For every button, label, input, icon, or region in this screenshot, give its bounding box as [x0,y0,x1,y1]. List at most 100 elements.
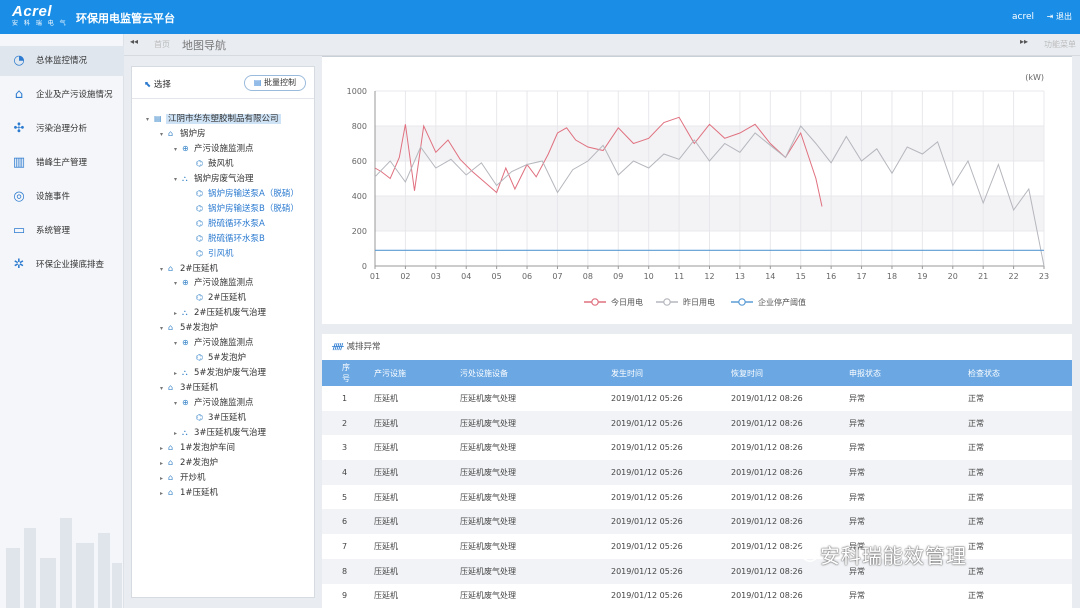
tree-node-label: 产污设施监测点 [194,143,254,154]
tree-node[interactable]: ⌬ 脱硫循环水泵B [188,231,265,246]
tree-toggle-icon[interactable]: ▸ [160,489,164,497]
table-cell: 2019/01/12 08:26 [731,393,803,403]
x-tick-label: 12 [704,272,714,281]
x-tick-label: 21 [978,272,988,281]
table-row[interactable]: 8 压延机 压延机废气处理 2019/01/12 05:26 2019/01/12 08… [322,558,1072,584]
tree-node[interactable]: ▾ ⊕ 产污设施监测点 [174,335,254,350]
x-tick-label: 19 [917,272,927,281]
tree-toggle-icon[interactable]: ▾ [160,265,164,273]
tree-toggle-icon[interactable]: ▾ [160,130,164,138]
tree-toggle-icon[interactable]: ▾ [174,175,178,183]
tree-node[interactable]: ▸ ⌂ 1#发泡炉车间 [160,440,235,455]
table-row[interactable]: 3 压延机 压延机废气处理 2019/01/12 05:26 2019/01/12 08… [322,435,1072,460]
sidebar-item-4[interactable]: ▥ 错峰生产管理 [0,148,124,178]
tree-toggle-icon[interactable]: ▸ [160,444,164,452]
table-row[interactable]: 2 压延机 压延机废气处理 2019/01/12 05:26 2019/01/12 08… [322,410,1072,436]
building-icon: ⌂ [168,263,174,273]
tree-node-label: 锅炉房 [180,128,206,139]
tab-map-navigation[interactable]: 地图导航 [182,39,226,52]
column-header: 发生时间 [591,360,711,386]
tree-node[interactable]: ▾ ⊕ 产污设施监测点 [174,275,254,290]
table-row[interactable]: 1 压延机 压延机废气处理 2019/01/12 05:26 2019/01/12 08… [322,386,1072,411]
table-row[interactable]: 7 压延机 压延机废气处理 2019/01/12 05:26 2019/01/12 08… [322,534,1072,559]
building-icon: ⌂ [168,457,174,467]
tree-node[interactable]: ▸ ⌂ 1#压延机 [160,485,218,500]
tab-home[interactable]: 首页 [154,40,170,49]
tree-node[interactable]: ⌬ 引风机 [188,246,234,261]
tree-node[interactable]: ⌬ 5#发泡炉 [188,350,246,365]
sidebar-item-7[interactable]: ✲ 环保企业摸底排查 [0,250,124,280]
tree-node-label: 2#压延机废气治理 [194,308,267,319]
batch-control-label: 批量控制 [264,78,296,87]
sidebar-item-2[interactable]: ⌂ 企业及产污设施情况 [0,80,124,110]
sidebar-item-1[interactable]: ◔ 总体监控情况 [0,46,124,76]
tree-toggle-icon[interactable]: ▸ [174,429,178,437]
tree-toggle-icon[interactable]: ▾ [174,340,178,348]
column-header: 污处设施设备 [440,360,591,386]
dashboard-icon: ◔ [13,53,25,68]
tree-node-label: 1#发泡炉车间 [180,442,236,453]
tree-node[interactable]: ▸ ⌂ 2#发泡炉 [160,455,218,470]
settings-icon: ✲ [13,257,25,272]
sidebar-item-6[interactable]: ▭ 系统管理 [0,216,124,246]
table-cell: 压延机废气处理 [440,460,591,485]
legend-label: 昨日用电 [683,297,715,307]
tree-node[interactable]: ⌬ 脱硫循环水泵A [188,216,265,231]
tree-toggle-icon[interactable]: ▾ [160,325,164,333]
tree-node[interactable]: ⌬ 锅炉房输送泵B（脱硝） [188,201,299,216]
tree-node-label: 锅炉房输送泵B（脱硝） [208,203,299,214]
table-cell: 压延机废气处理 [440,558,591,584]
tree-node[interactable]: ▸ ⛬ 2#压延机废气治理 [174,305,266,320]
logout-button[interactable]: ⇥ 退出 [1047,11,1072,22]
x-tick-label: 16 [826,272,836,281]
tree-node[interactable]: ▸ ⛬ 3#压延机废气治理 [174,425,266,440]
sidebar-item-5[interactable]: ◎ 设施事件 [0,182,124,212]
tree-toggle-icon[interactable]: ▾ [174,280,178,288]
tree-node[interactable]: ▾ ▤ 江阴市华东塑胶制品有限公司 [146,111,281,126]
tree-node[interactable]: ▾ ⌂ 3#压延机 [160,380,218,395]
table-cell: 压延机 [354,558,440,584]
tree-node[interactable]: ▾ ⛬ 锅炉房废气治理 [174,171,254,186]
tab-scroll-left-icon[interactable]: ◂◂ [130,37,139,46]
tree-node[interactable]: ▸ ⌂ 开炒机 [160,470,206,485]
table-cell: 2019/01/12 08:26 [711,460,829,485]
tree-node[interactable]: ▾ ⊕ 产污设施监测点 [174,395,254,410]
tree-node[interactable]: ▾ ⌂ 锅炉房 [160,126,206,141]
tree-header: ⬉ 选择 ▤ 批量控制 [132,67,314,99]
tree-toggle-icon[interactable]: ▸ [160,474,164,482]
tree-toggle-icon[interactable]: ▸ [174,370,178,378]
legend-marker [591,298,599,306]
tree-node[interactable]: ▾ ⌂ 2#压延机 [160,261,218,276]
tree-toggle-icon[interactable]: ▸ [160,459,164,467]
device-icon: ⌬ [196,218,203,228]
tree-toggle-icon[interactable]: ▾ [160,385,164,393]
tree-node[interactable]: ⌬ 鼓风机 [188,156,234,171]
tree-node-label: 脱硫循环水泵B [208,233,265,244]
user-name[interactable]: acrel [1011,12,1034,22]
sidebar-item-label: 企业及产污设施情况 [36,90,113,100]
tree-node[interactable]: ⌬ 2#压延机 [188,290,246,305]
table-cell: 3 [342,443,348,453]
tree-toggle-icon[interactable]: ▾ [174,145,178,153]
tree-node[interactable]: ▸ ⛬ 5#发泡炉废气治理 [174,365,266,380]
table-row[interactable]: 5 压延机 压延机废气处理 2019/01/12 05:26 2019/01/12 08… [322,485,1072,510]
function-menu[interactable]: 功能菜单 [1044,40,1076,49]
table-cell: 9 [342,591,348,601]
tab-scroll-right-icon[interactable]: ▸▸ [1019,37,1028,46]
y-tick-label: 800 [352,122,367,131]
tree-toggle-icon[interactable]: ▸ [174,310,178,318]
tree-toggle-icon[interactable]: ▾ [174,400,178,408]
table-row[interactable]: 6 压延机 压延机废气处理 2019/01/12 05:26 2019/01/12 08… [322,509,1072,535]
tree-node[interactable]: ▾ ⌂ 5#发泡炉 [160,320,218,335]
tree-toggle-icon[interactable]: ▾ [146,116,150,123]
tree-node[interactable]: ⌬ 锅炉房输送泵A（脱硝） [188,186,299,201]
table-row[interactable]: 9 压延机 压延机废气处理 2019/01/12 05:26 2019/01/12 08… [322,584,1072,608]
select-control[interactable]: ⬉ 选择 [144,78,171,90]
tree-node[interactable]: ⌬ 3#压延机 [188,410,246,425]
treatment-icon: ⛬ [182,173,188,183]
sidebar-item-3[interactable]: ✣ 污染治理分析 [0,114,124,144]
select-label: 选择 [153,80,171,90]
tree-node[interactable]: ▾ ⊕ 产污设施监测点 [174,141,254,156]
table-row[interactable]: 4 压延机 压延机废气处理 2019/01/12 05:26 2019/01/12 08… [322,460,1072,485]
batch-control-button[interactable]: ▤ 批量控制 [243,75,306,91]
